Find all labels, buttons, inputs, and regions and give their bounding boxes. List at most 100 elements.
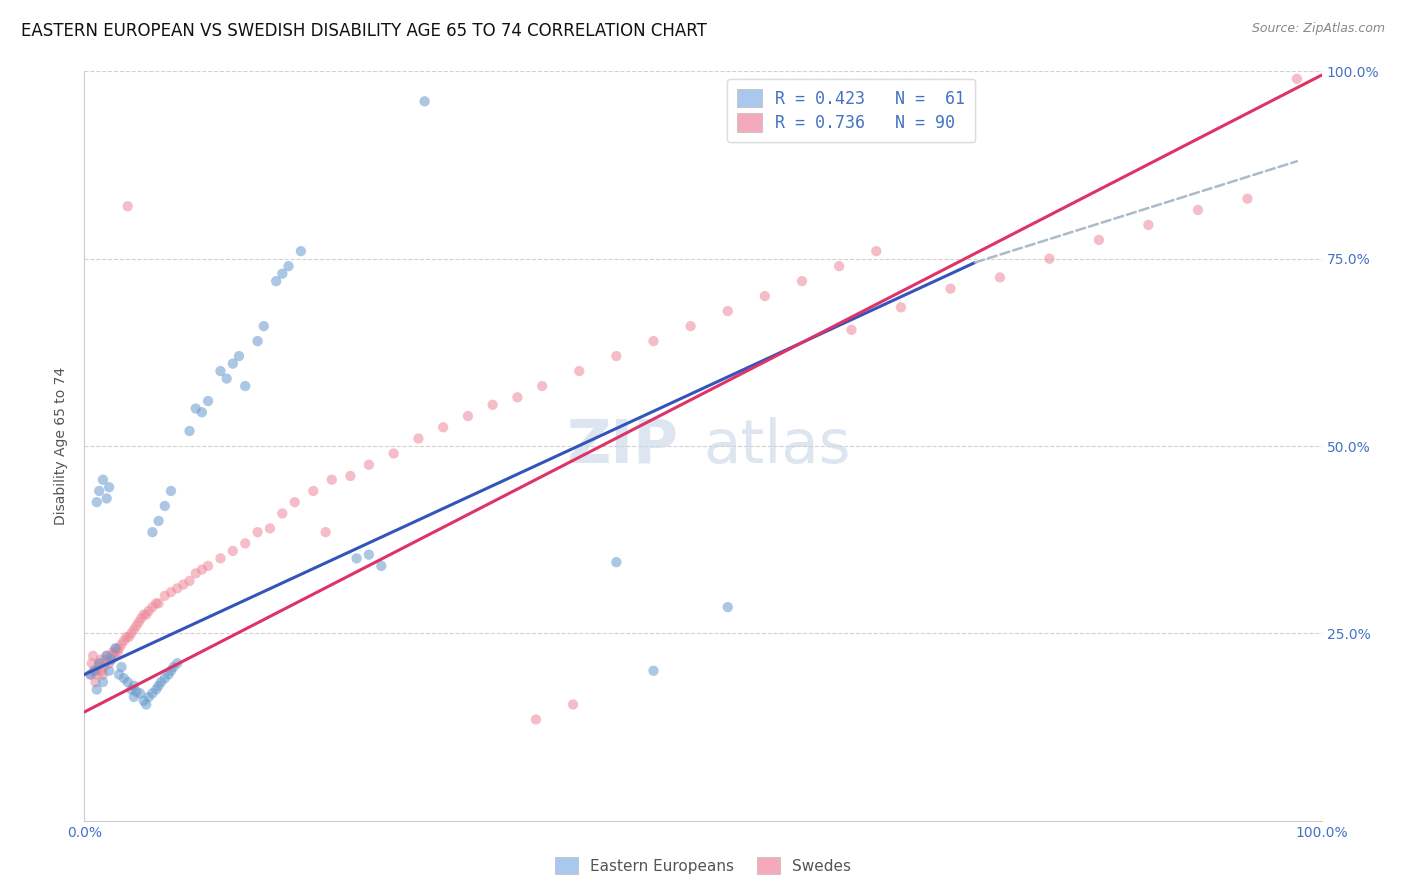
Text: ZIP: ZIP — [567, 417, 678, 475]
Point — [568, 364, 591, 378]
Point — [184, 401, 207, 416]
Point — [83, 664, 105, 678]
Point — [104, 641, 127, 656]
Point — [89, 657, 111, 671]
Point — [531, 379, 554, 393]
Point — [1236, 192, 1258, 206]
Point — [96, 648, 118, 663]
Legend: R = 0.423   N =  61, R = 0.736   N = 90: R = 0.423 N = 61, R = 0.736 N = 90 — [727, 78, 976, 142]
Point — [1285, 71, 1308, 86]
Point — [264, 274, 287, 288]
Point — [643, 334, 665, 348]
Point — [605, 555, 627, 569]
Point — [357, 548, 380, 562]
Point — [562, 698, 585, 712]
Point — [370, 558, 392, 573]
Point — [246, 334, 269, 348]
Point — [87, 660, 110, 674]
Point — [135, 607, 157, 622]
Point — [357, 458, 380, 472]
Point — [89, 652, 111, 666]
Point — [132, 607, 155, 622]
Point — [90, 664, 112, 678]
Point — [125, 685, 148, 699]
Point — [148, 679, 170, 693]
Point — [110, 660, 132, 674]
Point — [172, 577, 194, 591]
Point — [988, 270, 1011, 285]
Point — [1187, 202, 1209, 217]
Point — [271, 267, 294, 281]
Point — [112, 633, 135, 648]
Point — [98, 480, 121, 494]
Point — [717, 600, 740, 615]
Point — [120, 682, 142, 697]
Point — [122, 679, 145, 693]
Point — [413, 95, 436, 109]
Point — [259, 521, 281, 535]
Point — [110, 638, 132, 652]
Point — [679, 319, 702, 334]
Point — [1137, 218, 1160, 232]
Point — [166, 582, 188, 596]
Point — [253, 319, 276, 334]
Point — [197, 394, 219, 409]
Point — [162, 660, 184, 674]
Point — [96, 491, 118, 506]
Point — [481, 398, 503, 412]
Point — [339, 469, 361, 483]
Point — [120, 626, 142, 640]
Point — [141, 525, 163, 540]
Point — [524, 713, 547, 727]
Text: Source: ZipAtlas.com: Source: ZipAtlas.com — [1251, 22, 1385, 36]
Point — [128, 615, 150, 629]
Point — [166, 657, 188, 671]
Point — [122, 623, 145, 637]
Point — [86, 495, 108, 509]
Point — [157, 667, 180, 681]
Point — [79, 667, 101, 681]
Point — [605, 349, 627, 363]
Point — [233, 536, 256, 550]
Point — [382, 446, 405, 460]
Point — [209, 551, 232, 566]
Point — [86, 682, 108, 697]
Point — [215, 371, 238, 385]
Point — [153, 589, 176, 603]
Point — [890, 301, 912, 315]
Point — [457, 409, 479, 423]
Point — [122, 690, 145, 704]
Point — [89, 657, 111, 671]
Point — [246, 525, 269, 540]
Text: atlas: atlas — [703, 417, 851, 475]
Point — [117, 675, 139, 690]
Point — [91, 473, 114, 487]
Point — [184, 566, 207, 581]
Point — [209, 364, 232, 378]
Point — [1088, 233, 1111, 247]
Y-axis label: Disability Age 65 to 74: Disability Age 65 to 74 — [55, 367, 69, 525]
Point — [865, 244, 887, 259]
Point — [86, 667, 108, 681]
Point — [138, 690, 160, 704]
Point — [118, 630, 141, 644]
Point — [179, 424, 201, 438]
Point — [112, 671, 135, 685]
Point — [271, 507, 294, 521]
Point — [96, 648, 118, 663]
Point — [79, 667, 101, 681]
Point — [302, 483, 325, 498]
Point — [103, 648, 125, 663]
Point — [148, 514, 170, 528]
Point — [408, 432, 430, 446]
Legend: Eastern Europeans, Swedes: Eastern Europeans, Swedes — [548, 851, 858, 880]
Point — [94, 652, 117, 666]
Point — [105, 641, 128, 656]
Point — [828, 259, 851, 273]
Point — [191, 563, 214, 577]
Point — [141, 686, 163, 700]
Point — [790, 274, 813, 288]
Point — [84, 675, 107, 690]
Point — [108, 667, 131, 681]
Point — [129, 611, 152, 625]
